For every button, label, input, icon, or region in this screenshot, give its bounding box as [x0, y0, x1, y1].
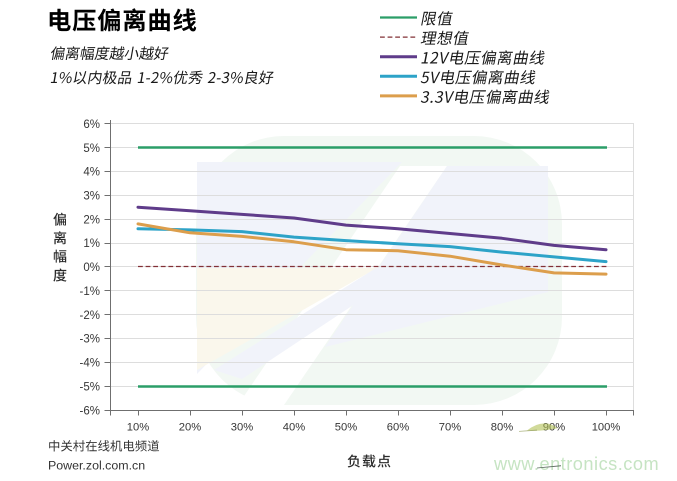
- svg-text:40%: 40%: [283, 422, 305, 434]
- svg-text:20%: 20%: [179, 422, 201, 434]
- svg-text:4%: 4%: [83, 167, 100, 179]
- svg-text:-2%: -2%: [80, 310, 100, 322]
- svg-text:www.entronics.com: www.entronics.com: [493, 454, 659, 474]
- svg-text:1%: 1%: [83, 238, 100, 250]
- svg-text:2%: 2%: [83, 214, 100, 226]
- svg-text:5%: 5%: [83, 143, 100, 155]
- svg-text:0%: 0%: [83, 262, 100, 274]
- svg-text:-3%: -3%: [80, 334, 100, 346]
- svg-text:-6%: -6%: [80, 405, 100, 417]
- svg-text:60%: 60%: [387, 422, 409, 434]
- svg-text:50%: 50%: [335, 422, 357, 434]
- svg-text:-5%: -5%: [80, 381, 100, 393]
- svg-text:100%: 100%: [592, 422, 621, 434]
- svg-text:3%: 3%: [83, 191, 100, 203]
- svg-text:10%: 10%: [127, 422, 149, 434]
- svg-text:30%: 30%: [231, 422, 253, 434]
- svg-text:6%: 6%: [83, 119, 100, 131]
- svg-text:70%: 70%: [439, 422, 461, 434]
- svg-text:Power.zol.com.cn: Power.zol.com.cn: [48, 459, 145, 473]
- svg-text:80%: 80%: [491, 422, 513, 434]
- svg-text:-4%: -4%: [80, 358, 100, 370]
- svg-text:-1%: -1%: [80, 286, 100, 298]
